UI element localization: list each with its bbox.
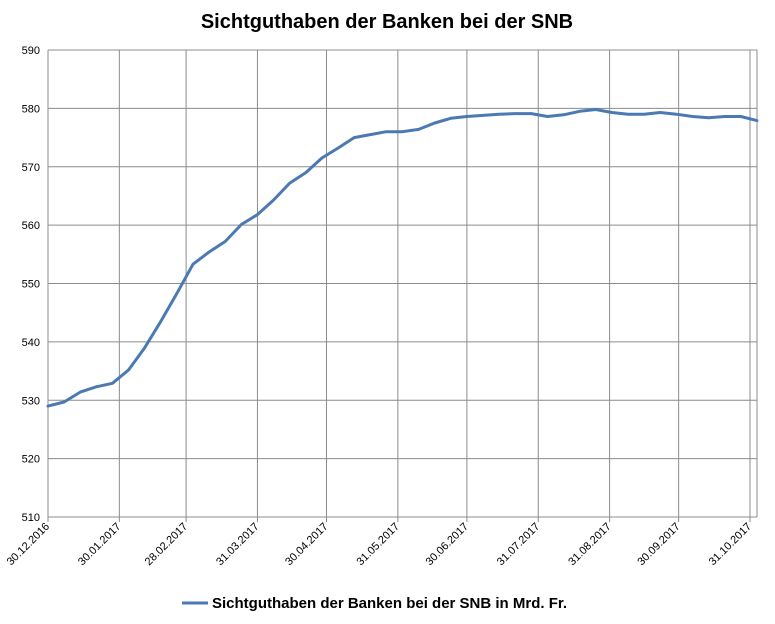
- y-tick-label: 550: [22, 279, 40, 291]
- y-tick-label: 570: [22, 162, 40, 174]
- y-tick-label: 580: [22, 103, 40, 115]
- y-tick-label: 590: [22, 45, 40, 57]
- legend-label: Sichtguthaben der Banken bei der SNB in …: [212, 595, 567, 612]
- x-tick-label: 30.04.2017: [283, 521, 330, 568]
- chart-title: Sichtguthaben der Banken bei der SNB: [201, 11, 573, 33]
- x-tick-label: 30.09.2017: [635, 521, 682, 568]
- y-tick-label: 560: [22, 220, 40, 232]
- y-tick-label: 510: [22, 512, 40, 524]
- x-tick-label: 31.05.2017: [355, 521, 402, 568]
- y-tick-label: 520: [22, 454, 40, 466]
- x-tick-label: 31.07.2017: [495, 521, 542, 568]
- y-tick-label: 540: [22, 337, 40, 349]
- legend: Sichtguthaben der Banken bei der SNB in …: [182, 595, 567, 612]
- x-tick-label: 30.01.2017: [76, 521, 123, 568]
- series-layer: [46, 108, 759, 408]
- x-tick-label: 30.06.2017: [424, 521, 471, 568]
- x-tick-label: 31.08.2017: [566, 521, 613, 568]
- x-tick-label: 30.12.2016: [5, 521, 52, 568]
- x-axis-ticks: 30.12.2016 30.01.2017 28.02.2017 31.03.2017…: [5, 521, 754, 568]
- y-axis-ticks: 510 520 530 540 550 560 570 580 590: [22, 45, 40, 524]
- grid: [47, 49, 758, 522]
- x-tick-label: 31.03.2017: [214, 521, 261, 568]
- x-tick-label: 28.02.2017: [143, 521, 190, 568]
- y-tick-label: 530: [22, 395, 40, 407]
- series-line: [46, 108, 759, 408]
- x-tick-label: 31.10.2017: [707, 521, 754, 568]
